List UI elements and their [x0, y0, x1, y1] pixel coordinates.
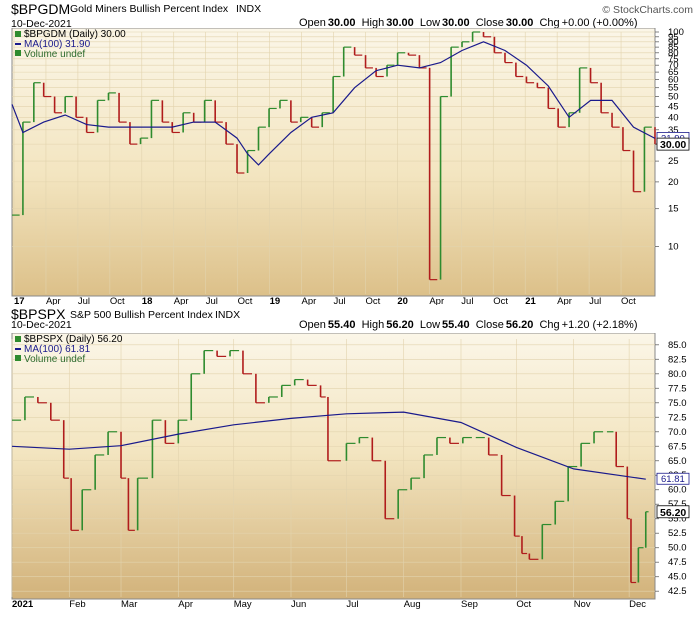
panel1-description: Gold Miners Bullish Percent Index [70, 3, 229, 15]
x-tick-label: Jun [291, 599, 306, 610]
y-tick-label: 77.5 [668, 383, 687, 394]
y-tick-label: 65 [668, 67, 679, 78]
brand-watermark: © StockCharts.com [602, 4, 693, 16]
y-tick-label: 40 [668, 112, 679, 123]
x-tick-label: 21 [525, 296, 536, 305]
ma-value-tag: 61.81 [656, 472, 690, 485]
panel1-date: 10-Dec-2021 [11, 18, 72, 30]
x-tick-label: 19 [270, 296, 281, 305]
y-tick-label: 57.5 [668, 499, 687, 510]
y-tick-label: 100 [668, 28, 684, 38]
ma-line [11, 411, 646, 480]
y-tick-label: 67.5 [668, 441, 687, 452]
y-tick-label: 47.5 [668, 557, 687, 568]
last-value-tag: 56.20 [656, 505, 690, 519]
x-tick-label: Oct [110, 296, 125, 305]
y-tick-label: 25 [668, 156, 679, 167]
panel1-header: $BPGDM Gold Miners Bullish Percent Index… [0, 0, 697, 32]
x-tick-label: Apr [557, 296, 572, 305]
x-tick-label: 18 [142, 296, 153, 305]
y-tick-label: 72.5 [668, 412, 687, 423]
x-tick-label: Jul [78, 296, 90, 305]
y-tick-label: 82.5 [668, 354, 687, 365]
legend-ma: MA(100) 31.90 [24, 39, 91, 50]
panel2-header: $BPSPX S&P 500 Bullish Percent Index IND… [0, 306, 697, 336]
legend-volume: Volume undef [24, 49, 85, 60]
y-tick-label: 20 [668, 177, 679, 188]
y-tick-label: 42.5 [668, 586, 687, 597]
x-tick-label: 20 [397, 296, 408, 305]
y-tick-label: 35 [668, 125, 679, 136]
x-tick-label: Apr [174, 296, 189, 305]
x-tick-label: Jul [334, 296, 346, 305]
y-tick-label: 55 [668, 83, 679, 94]
y-tick-label: 85.0 [668, 340, 687, 351]
y-tick-label: 45 [668, 101, 679, 112]
x-tick-label: Mar [121, 599, 137, 610]
panel2-ohlc: Open 55.40 High 56.20 Low 55.40 Close 56.20 … [299, 319, 638, 331]
x-tick-label: 2021 [12, 599, 34, 610]
x-tick-label: Oct [365, 296, 380, 305]
y-tick-label: 55.0 [668, 514, 687, 525]
svg-text:61.81: 61.81 [661, 474, 685, 485]
x-tick-label: Jul [206, 296, 218, 305]
legend-price: $BPGDM (Daily) 30.00 [24, 29, 126, 40]
y-tick-label: 52.5 [668, 528, 687, 539]
x-tick-label: Apr [302, 296, 317, 305]
bpspx-chart: 85.082.580.077.575.072.570.067.565.062.5… [11, 333, 690, 610]
y-tick-label: 95 [668, 32, 679, 43]
x-tick-label: Feb [69, 599, 85, 610]
ma-line [11, 41, 656, 166]
x-tick-label: Apr [429, 296, 444, 305]
x-tick-label: Apr [46, 296, 61, 305]
plot-area [11, 333, 656, 600]
y-tick-label: 80 [668, 48, 679, 59]
x-tick-label: Jul [346, 599, 358, 610]
x-tick-label: Nov [574, 599, 591, 610]
y-tick-label: 80.0 [668, 369, 687, 380]
y-tick-label: 70 [668, 60, 679, 71]
x-tick-label: Jul [589, 296, 601, 305]
panel2-exchange: INDX [215, 309, 241, 321]
y-tick-label: 60 [668, 75, 679, 86]
y-tick-label: 60.0 [668, 485, 687, 496]
x-tick-label: 17 [14, 296, 25, 305]
panel1-ohlc: Open 30.00 High 30.00 Low 30.00 Close 30.00 … [299, 17, 638, 29]
y-tick-label: 45.0 [668, 572, 687, 583]
svg-text:56.20: 56.20 [660, 507, 686, 519]
panel2-description: S&P 500 Bullish Percent Index [70, 309, 213, 321]
panel2-legend: $BPSPX (Daily) 56.20 MA(100) 61.81 Volum… [15, 334, 123, 365]
panel1-exchange: INDX [236, 3, 262, 15]
svg-text:30.00: 30.00 [660, 139, 686, 151]
x-tick-label: Apr [178, 599, 193, 610]
legend-ma: MA(100) 61.81 [24, 344, 91, 355]
legend-volume: Volume undef [24, 354, 85, 365]
x-tick-label: Sep [461, 599, 478, 610]
y-tick-label: 65.0 [668, 456, 687, 467]
x-tick-label: Dec [629, 599, 646, 610]
legend-price: $BPSPX (Daily) 56.20 [24, 334, 123, 345]
x-tick-label: Oct [621, 296, 636, 305]
last-value-tag: 30.00 [656, 137, 690, 151]
y-tick-label: 15 [668, 204, 679, 215]
y-tick-label: 75.0 [668, 398, 687, 409]
x-tick-label: Oct [493, 296, 508, 305]
x-tick-label: Aug [404, 599, 421, 610]
y-tick-label: 70.0 [668, 427, 687, 438]
x-tick-label: May [234, 599, 252, 610]
y-tick-label: 50 [668, 92, 679, 103]
y-tick-label: 10 [668, 241, 679, 252]
x-tick-label: Oct [238, 296, 253, 305]
panel1-symbol: $BPGDM [11, 1, 71, 17]
y-tick-label: 75 [668, 54, 679, 65]
panel2-date: 10-Dec-2021 [11, 319, 72, 331]
x-tick-label: Oct [516, 599, 531, 610]
panel2-symbol: $BPSPX [11, 306, 66, 322]
y-tick-label: 90 [668, 37, 679, 48]
y-tick-label: 85 [668, 42, 679, 53]
y-tick-label: 50.0 [668, 543, 687, 554]
bpgdm-chart: 100959085807570656055504540353025201510 … [11, 28, 690, 305]
panel1-legend: $BPGDM (Daily) 30.00 MA(100) 31.90 Volum… [15, 29, 126, 60]
x-tick-label: Jul [461, 296, 473, 305]
